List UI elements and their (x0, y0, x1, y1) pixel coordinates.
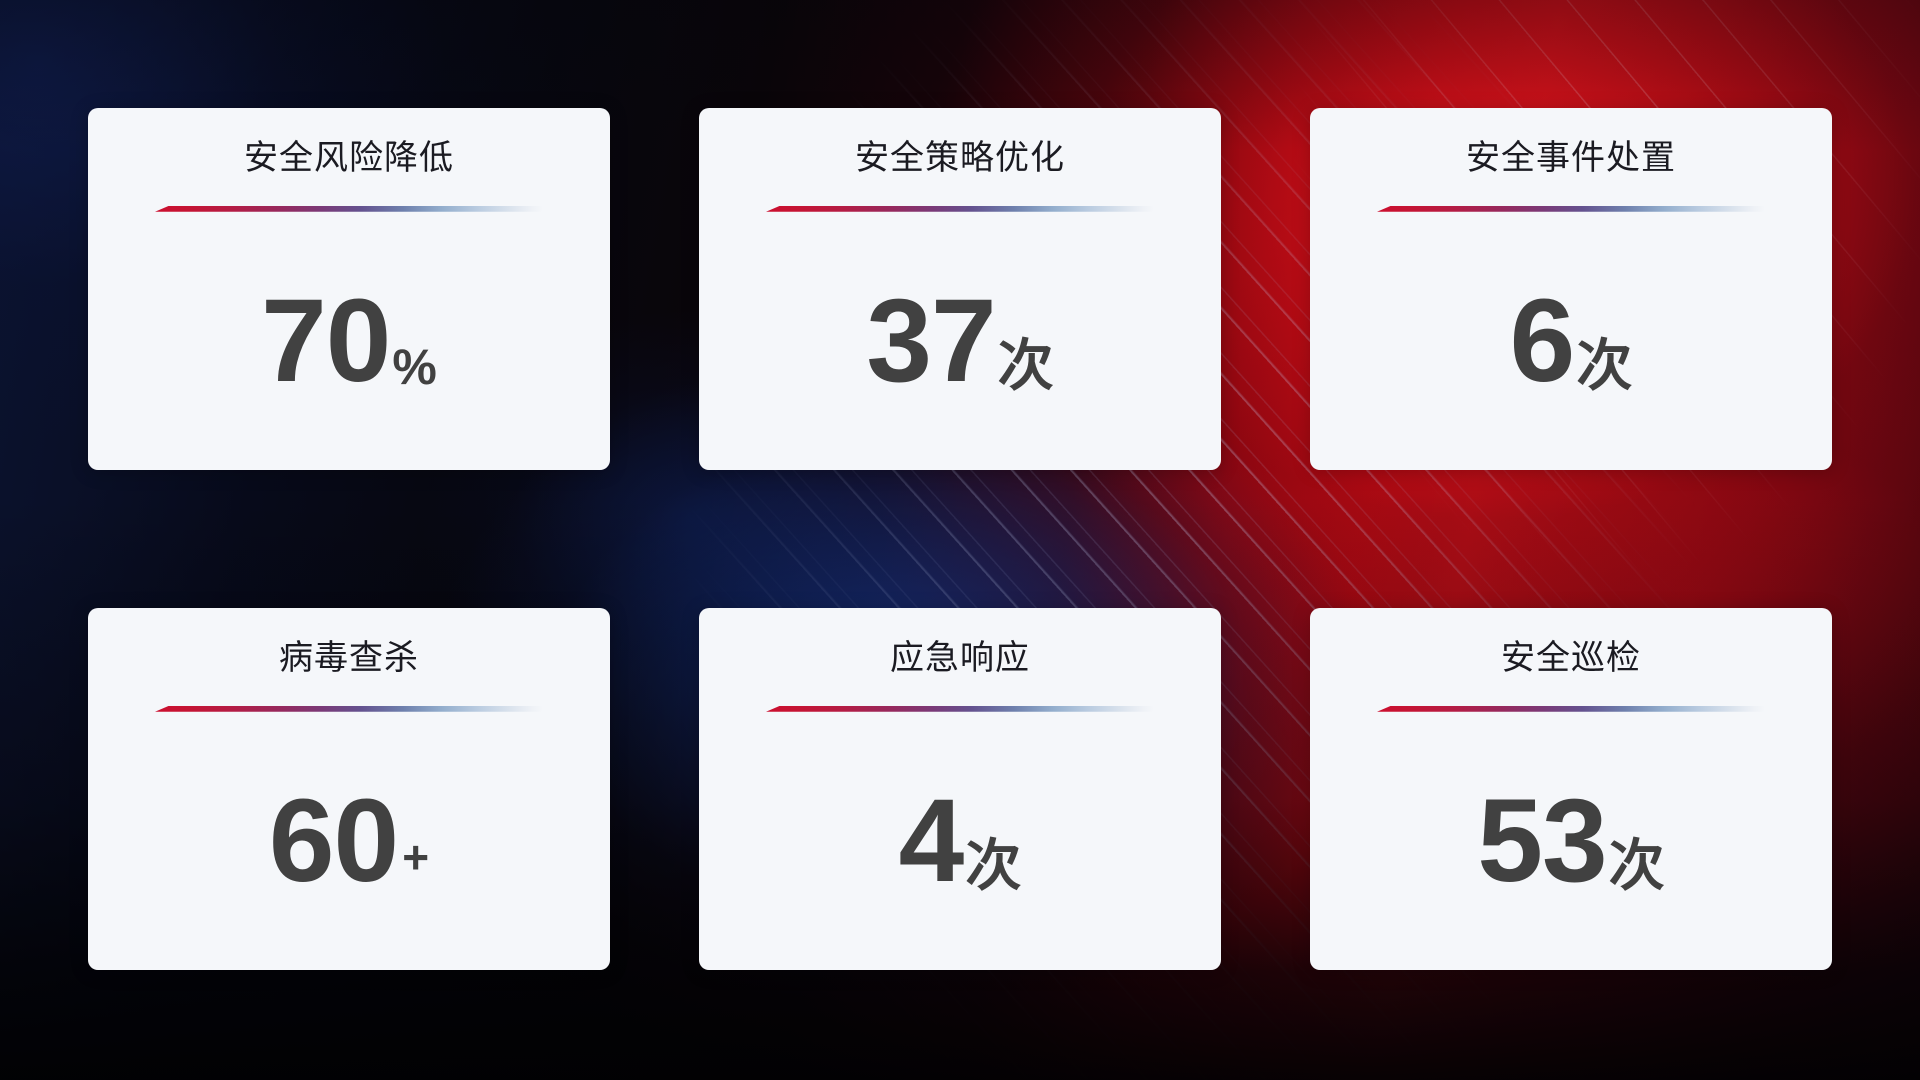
stat-value-suffix: + (402, 830, 430, 883)
stat-card-divider (1377, 205, 1765, 213)
stat-card-security-incident-handling[interactable]: 安全事件处置 6 次 (1310, 108, 1832, 470)
stat-value-suffix: % (392, 339, 437, 395)
stat-value-suffix: 次 (965, 834, 1022, 898)
stat-card-virus-scan[interactable]: 病毒查杀 60 + (88, 608, 610, 970)
stat-value-number: 4 (898, 775, 965, 908)
stat-card-value: 6 次 (1509, 275, 1633, 408)
stat-value-number: 70 (261, 275, 391, 408)
gradient-ribbon (1377, 205, 1765, 212)
stat-card-security-inspection[interactable]: 安全巡检 53 次 (1310, 608, 1832, 970)
gradient-ribbon (155, 205, 543, 212)
stat-card-value: 70 % (261, 275, 437, 408)
stat-card-title: 安全风险降低 (244, 139, 454, 177)
stat-value-suffix: 次 (1576, 334, 1633, 398)
stat-card-value: 37 次 (866, 275, 1054, 408)
stat-card-title: 安全策略优化 (855, 139, 1065, 177)
stat-value-number: 53 (1477, 775, 1607, 908)
gradient-ribbon (1377, 705, 1765, 712)
stat-card-divider (766, 705, 1154, 713)
stat-card-title: 病毒查杀 (279, 639, 419, 677)
stat-value-number: 37 (866, 275, 996, 408)
stat-value-number: 60 (268, 775, 399, 908)
stat-value-suffix: 次 (1608, 834, 1665, 898)
stat-card-emergency-response[interactable]: 应急响应 4 次 (699, 608, 1221, 970)
stat-card-divider (766, 205, 1154, 213)
stat-card-divider (155, 705, 543, 713)
stat-card-title: 安全事件处置 (1466, 139, 1676, 177)
stat-card-value: 60 + (268, 775, 430, 908)
gradient-ribbon (155, 705, 543, 712)
stat-card-security-risk-reduction[interactable]: 安全风险降低 70 % (88, 108, 610, 470)
stat-value-suffix: 次 (997, 334, 1054, 398)
gradient-ribbon (766, 705, 1154, 712)
stat-card-grid: 安全风险降低 70 % 安全策略优化 37 次 安全事件处置 (88, 108, 1832, 970)
stat-card-divider (1377, 705, 1765, 713)
stat-value-number: 6 (1509, 275, 1576, 408)
stat-card-divider (155, 205, 543, 213)
stat-card-security-policy-optimization[interactable]: 安全策略优化 37 次 (699, 108, 1221, 470)
stat-card-value: 4 次 (898, 775, 1022, 908)
gradient-ribbon (766, 205, 1154, 212)
stat-card-value: 53 次 (1477, 775, 1665, 908)
stat-card-title: 安全巡检 (1501, 639, 1641, 677)
stat-card-title: 应急响应 (890, 639, 1030, 677)
